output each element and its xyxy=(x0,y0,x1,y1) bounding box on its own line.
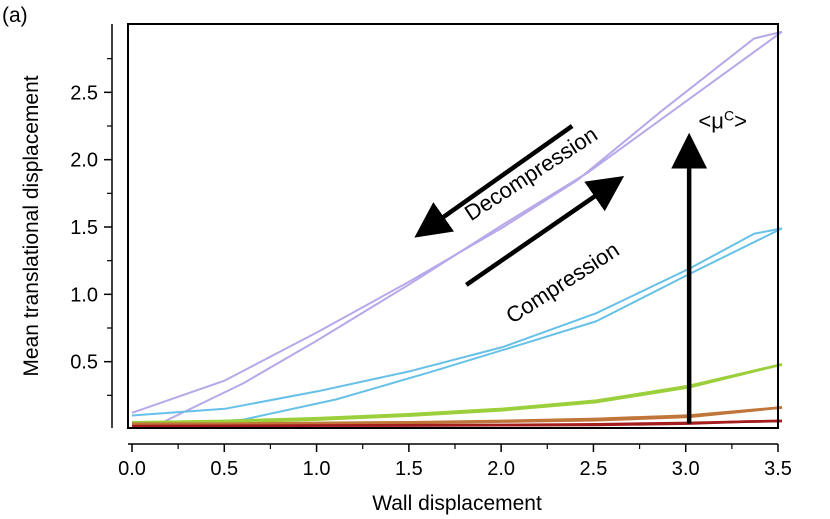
series-line-2-compression xyxy=(159,227,783,426)
y-tick-label: 1.5 xyxy=(70,217,98,239)
x-axis-label: Wall displacement xyxy=(372,492,542,515)
series-line-1-decompression xyxy=(131,30,783,414)
y-tick-label: 2.0 xyxy=(70,150,98,172)
x-tick-label: 0.0 xyxy=(118,458,146,480)
axis-layer: 0.0 0.5 1.0 1.5 2.0 2.5 3.0 3.5 0.5 1.0 1.5 2.0 2.5 W… xyxy=(20,24,792,515)
series-line-3-compression xyxy=(131,363,783,427)
x-tick-label: 3.5 xyxy=(764,458,792,480)
x-tick-label: 2.5 xyxy=(580,458,608,480)
x-tick-label: 1.0 xyxy=(303,458,331,480)
series-line-3-decompression xyxy=(131,363,783,424)
annotation-arrow-1 xyxy=(414,124,574,238)
x-tick-label: 0.5 xyxy=(210,458,238,480)
y-tick-label: 0.5 xyxy=(70,352,98,374)
panel-label: (a) xyxy=(2,4,28,27)
y-tick-label: 1.0 xyxy=(70,284,98,306)
annotation-arrow-2 xyxy=(465,176,625,287)
series-layer xyxy=(131,30,783,428)
y-axis-label: Mean translational displacement xyxy=(20,75,43,376)
x-tick-label: 1.5 xyxy=(395,458,423,480)
series-line-2-decompression xyxy=(131,227,783,417)
series-line-4-decompression xyxy=(132,406,783,425)
plot-frame xyxy=(127,23,779,429)
series-line-5-decompression xyxy=(131,419,783,428)
x-tick-label: 2.0 xyxy=(487,458,515,480)
x-tick-label: 3.0 xyxy=(672,458,700,480)
y-tick-label: 2.5 xyxy=(70,82,98,104)
annotation-label-3: <μC> xyxy=(698,108,747,134)
